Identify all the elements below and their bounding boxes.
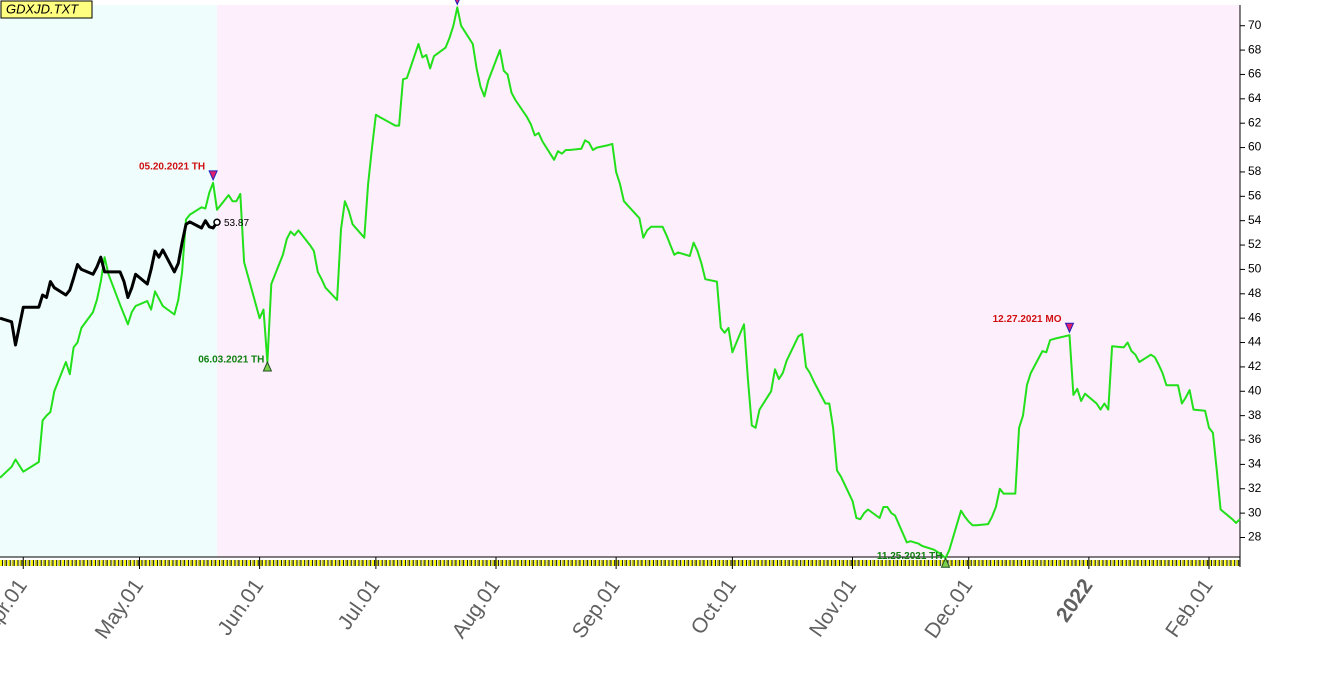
- low-marker: [262, 360, 273, 372]
- high-marker: [454, 0, 460, 6]
- annotation-label: 06.03.2021 TH: [198, 355, 264, 366]
- y-tick-label: 58: [1248, 164, 1262, 178]
- y-tick-label: 50: [1248, 262, 1262, 276]
- x-tick-label: Apr.01: [0, 575, 32, 638]
- last-value-label: 53.87: [224, 218, 249, 229]
- y-tick-label: 54: [1248, 213, 1262, 227]
- y-tick-label: 56: [1248, 188, 1262, 202]
- annotation-label: 11.25.2021 TH: [877, 551, 943, 562]
- x-tick-label: Dec.01: [920, 575, 977, 643]
- y-tick-label: 70: [1248, 18, 1262, 32]
- x-tick-label: Sep.01: [568, 575, 625, 643]
- date-ruler: [0, 557, 1240, 567]
- background: [0, 5, 1240, 557]
- high-marker: [1064, 322, 1075, 334]
- x-tick-label: May.01: [91, 575, 148, 643]
- y-tick-label: 48: [1248, 286, 1262, 300]
- y-tick-label: 62: [1248, 115, 1262, 129]
- annotation-label: 05.20.2021 TH: [139, 162, 205, 173]
- series-line: [0, 219, 219, 347]
- x-tick-label: Jun.01: [213, 575, 268, 640]
- y-tick-label: 40: [1248, 383, 1262, 397]
- x-tick-label: Jul.01: [334, 575, 385, 634]
- x-tick-label: Nov.01: [805, 575, 861, 641]
- annotation-label: 12.27.2021 MO: [993, 314, 1062, 325]
- chart-title: GDXJD.TXT: [6, 1, 79, 16]
- series-line: [0, 6, 1241, 560]
- y-tick-label: 38: [1248, 408, 1262, 422]
- y-tick-label: 30: [1248, 505, 1262, 519]
- y-tick-label: 28: [1248, 530, 1262, 544]
- x-tick-label: Oct.01: [687, 575, 741, 639]
- y-tick-label: 32: [1248, 481, 1262, 495]
- y-tick-label: 44: [1248, 335, 1262, 349]
- y-tick-label: 66: [1248, 67, 1262, 81]
- y-tick-label: 46: [1248, 310, 1262, 324]
- y-tick-label: 60: [1248, 140, 1262, 154]
- y-tick-label: 52: [1248, 237, 1262, 251]
- x-tick-label: Feb.01: [1161, 575, 1217, 642]
- y-tick-label: 68: [1248, 42, 1262, 56]
- y-tick-label: 36: [1248, 432, 1262, 446]
- x-tick-label: Aug.01: [448, 575, 505, 643]
- last-point: [213, 218, 221, 227]
- title-box: [0, 0, 93, 19]
- y-tick-label: 42: [1248, 359, 1262, 373]
- shaded-region: [0, 5, 217, 557]
- x-tick-label: 2022: [1052, 575, 1098, 626]
- high-marker: [208, 170, 218, 182]
- y-tick-label: 64: [1248, 91, 1262, 105]
- low-marker: [940, 556, 951, 568]
- shaded-region: [217, 5, 1240, 557]
- y-tick-label: 34: [1248, 457, 1262, 471]
